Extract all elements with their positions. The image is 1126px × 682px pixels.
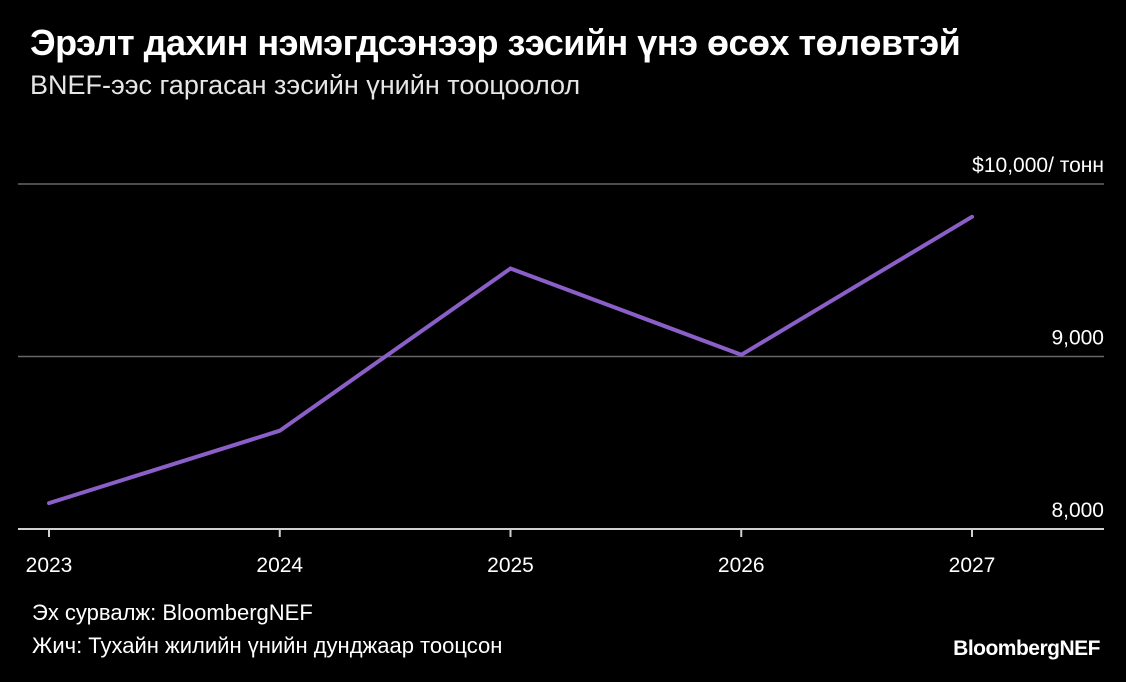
x-tick-label: 2023 — [26, 554, 73, 577]
y-tick-label: 8,000 — [1051, 499, 1104, 522]
y-tick-label: 9,000 — [1051, 327, 1104, 350]
footnote: Жич: Тухайн жилийн үнийн дунджаар тооцсо… — [32, 633, 503, 658]
y-tick-label: $10,000/ тонн — [972, 154, 1104, 177]
chart-subtitle: BNEF-ээс гаргасан зэсийн үнийн тооцоолол — [30, 70, 581, 100]
series-line — [47, 214, 974, 506]
chart-title: Эрэлт дахин нэмэгдсэнээр зэсийн үнэ өсөх… — [30, 22, 961, 63]
x-tick-label: 2027 — [949, 554, 996, 577]
x-tick-label: 2026 — [718, 554, 765, 577]
x-tick-label: 2025 — [487, 554, 534, 577]
source-note: Эх сурвалж: BloombergNEF — [32, 600, 313, 625]
x-tick-label: 2024 — [256, 554, 303, 577]
brand-logo: BloombergNEF — [953, 637, 1100, 660]
